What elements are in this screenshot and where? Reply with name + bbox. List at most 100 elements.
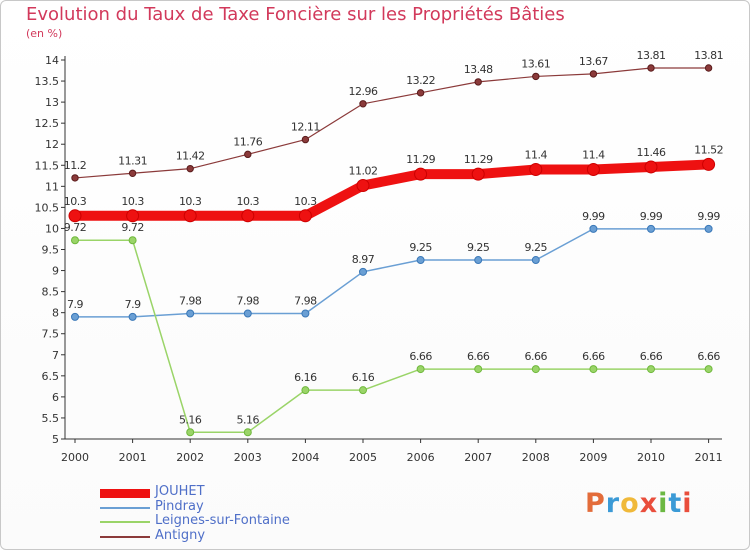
data-label: 9.99	[640, 210, 663, 223]
data-label: 10.3	[179, 195, 202, 208]
data-point	[301, 309, 310, 318]
data-label: 11.4	[525, 148, 548, 161]
y-tick-label: 10	[45, 222, 59, 235]
data-label: 6.66	[409, 350, 432, 363]
data-point	[301, 135, 310, 144]
data-point	[531, 365, 540, 374]
data-label: 5.16	[179, 413, 202, 426]
data-point	[647, 224, 655, 233]
data-label: 11.52	[694, 143, 723, 156]
x-tick-label: 2001	[119, 451, 147, 464]
data-label: 9.25	[525, 241, 548, 254]
data-label: 6.66	[640, 350, 663, 363]
data-point	[356, 178, 370, 192]
y-tick-label: 8	[52, 307, 59, 320]
data-label: 11.29	[406, 153, 435, 166]
data-point	[71, 174, 79, 182]
data-point	[589, 365, 598, 374]
data-label: 13.67	[579, 55, 608, 68]
data-point	[359, 267, 367, 276]
y-tick-label: 10.5	[35, 201, 60, 214]
y-tick-label: 9	[52, 265, 59, 278]
y-tick-label: 7.5	[42, 328, 60, 341]
data-point	[702, 157, 716, 171]
data-point	[186, 428, 195, 437]
x-tick-label: 2004	[291, 451, 319, 464]
data-point	[416, 365, 425, 374]
series-line-antigny	[74, 67, 710, 179]
data-point	[414, 167, 428, 181]
data-point	[298, 209, 312, 223]
data-label: 8.97	[352, 253, 375, 266]
x-tick-label: 2000	[61, 451, 89, 464]
y-tick-label: 5.5	[42, 412, 60, 425]
legend-label: Pindray	[155, 498, 204, 514]
data-point	[71, 236, 79, 245]
y-tick-label: 13	[45, 96, 59, 109]
data-label: 11.2	[64, 159, 87, 172]
data-point	[241, 209, 255, 223]
legend-label: Antigny	[155, 527, 206, 543]
data-point	[243, 309, 252, 318]
data-point	[183, 209, 197, 223]
x-tick-label: 2003	[234, 451, 262, 464]
data-label: 13.48	[464, 63, 493, 76]
data-label: 9.72	[64, 221, 87, 234]
data-point	[416, 256, 425, 265]
y-tick-label: 5	[52, 433, 59, 446]
data-label: 9.72	[121, 221, 144, 234]
data-point	[474, 365, 483, 374]
data-point	[359, 100, 367, 108]
series-line-jouhet	[70, 159, 714, 221]
data-point	[128, 312, 137, 321]
data-label: 6.66	[582, 350, 605, 363]
legend-swatch	[100, 506, 150, 509]
legend-swatch	[100, 521, 150, 523]
y-tick-label: 14	[45, 54, 59, 67]
x-tick-label: 2002	[176, 451, 204, 464]
data-label: 7.98	[179, 295, 202, 308]
data-label: 5.16	[237, 413, 260, 426]
y-tick-label: 9.5	[42, 244, 60, 257]
data-point	[589, 70, 598, 78]
x-tick-label: 2008	[522, 451, 550, 464]
data-label: 12.11	[291, 121, 320, 134]
data-point	[471, 167, 485, 181]
y-tick-label: 13.5	[35, 75, 60, 88]
data-label: 7.9	[67, 298, 83, 311]
data-point	[589, 224, 598, 233]
data-label: 6.16	[294, 371, 317, 384]
data-point	[704, 224, 713, 233]
chart-subtitle: (en %)	[26, 27, 63, 40]
data-label: 12.96	[349, 85, 378, 98]
data-label: 11.31	[118, 154, 147, 167]
data-point	[71, 312, 79, 321]
data-point	[647, 64, 655, 72]
y-tick-label: 8.5	[42, 286, 60, 299]
data-label: 10.3	[237, 195, 260, 208]
data-point	[704, 64, 713, 72]
data-point	[244, 150, 252, 159]
x-tick-label: 2009	[579, 451, 607, 464]
legend-swatch	[100, 488, 150, 498]
data-label: 9.99	[697, 210, 720, 223]
data-point	[128, 236, 137, 245]
data-label: 7.9	[125, 298, 141, 311]
data-point	[186, 164, 194, 173]
x-tick-label: 2005	[349, 451, 377, 464]
data-label: 6.66	[697, 350, 720, 363]
legend-label: JOUHET	[155, 484, 205, 499]
legend-label: Leignes-sur-Fontaine	[155, 513, 290, 528]
data-point	[586, 162, 600, 176]
data-label: 13.81	[637, 49, 666, 62]
data-point	[644, 160, 658, 174]
data-point	[359, 386, 367, 395]
data-label: 13.81	[694, 49, 723, 62]
data-label: 11.29	[464, 153, 493, 166]
series-line-leignes-sur-fontaine	[74, 239, 710, 434]
data-label: 7.98	[294, 295, 317, 308]
data-label: 9.25	[467, 241, 490, 254]
data-label: 11.02	[349, 164, 378, 177]
data-label: 11.4	[582, 148, 605, 161]
